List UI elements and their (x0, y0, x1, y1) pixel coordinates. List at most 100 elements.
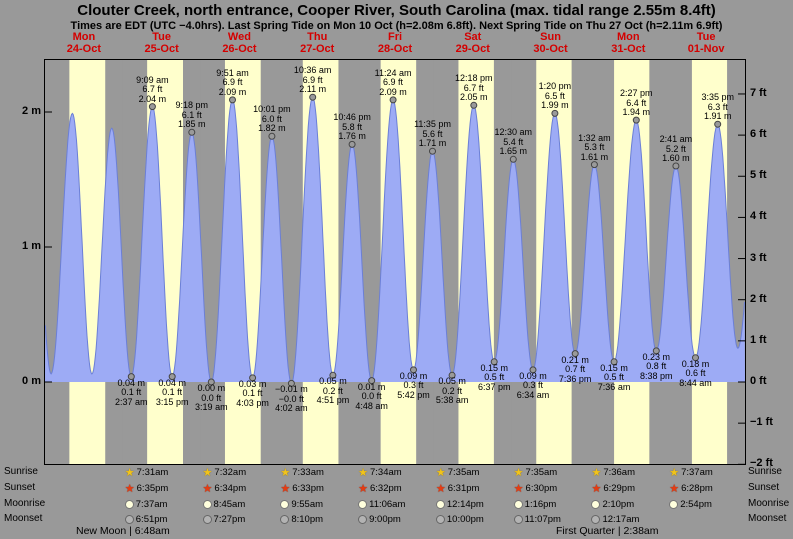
moonset-entry: 7:27pm (202, 514, 245, 525)
low-tide-label: 0.09 m 0.3 ft 5:42 pm (397, 370, 430, 400)
y-axis-label-right: 2 ft (750, 292, 767, 305)
sunrise-icon: ★ (435, 466, 446, 479)
low-tide-label: 0.00 m 0.0 ft 3:19 am (195, 383, 228, 412)
sunrise-entry: ★ 7:31am (124, 466, 169, 479)
tide-extreme-labels: 0.04 m 0.1 ft 2:37 am 9:09 am 6.7 ft 2.04 m 0.… (45, 60, 745, 464)
day-label: Thu 27-Oct (300, 31, 335, 55)
moonrise-icon (202, 500, 212, 509)
low-tide-label: 0.21 m 0.7 ft 7:36 pm (558, 354, 592, 384)
astro-row-label-left: Sunrise (4, 466, 38, 477)
moonset-entry: 12:17am (591, 514, 639, 525)
moonrise-entry: 8:45am (202, 499, 245, 510)
moonrise-icon (591, 500, 601, 509)
moonrise-entry: 12:14pm (435, 499, 484, 510)
moonset-icon (358, 515, 368, 524)
low-tide-label: 0.15 m 0.5 ft 7:36 am (597, 362, 631, 392)
astro-row-label-left: Sunset (4, 482, 36, 493)
sunset-entry: ★ 6:34pm (202, 482, 247, 495)
sunrise-entry: ★ 7:34am (358, 466, 402, 479)
day-label: Sun 30-Oct (533, 31, 568, 55)
high-tide-label: 12:30 am 5.4 ft 1.65 m (494, 127, 533, 157)
moonset-icon (202, 515, 212, 524)
moon-phase-event: First Quarter | 2:38am (556, 525, 659, 537)
y-axis-label-right: 6 ft (750, 128, 767, 141)
day-label: Sat 29-Oct (455, 31, 490, 55)
sunset-icon: ★ (280, 482, 291, 495)
sunrise-icon: ★ (124, 466, 135, 479)
high-tide-label: 10:36 am 6.9 ft 2.11 m (293, 65, 332, 95)
sunset-icon: ★ (591, 482, 602, 495)
astro-row-label-right: Sunrise (748, 466, 782, 477)
high-tide-label: 2:41 am 5.2 ft 1.60 m (659, 134, 693, 163)
y-axis-label-left: 0 m (22, 375, 41, 387)
moonset-icon (591, 515, 601, 524)
astro-row-label-right: Moonrise (748, 498, 790, 509)
moonset-icon (435, 515, 445, 524)
moonrise-icon (124, 500, 134, 509)
high-tide-label: 9:09 am 6.7 ft 2.04 m (136, 74, 169, 104)
low-tide-label: −0.01 m −0.0 ft 4:02 am (275, 384, 308, 414)
sunrise-icon: ★ (669, 466, 680, 479)
sunset-icon: ★ (124, 482, 135, 495)
sunrise-entry: ★ 7:35am (435, 466, 480, 479)
y-axis-label-right: 1 ft (750, 333, 767, 346)
high-tide-label: 11:24 am 6.9 ft 2.09 m (374, 67, 412, 97)
moonrise-entry: 2:54pm (669, 499, 712, 510)
low-tide-label: 0.09 m 0.3 ft 6:34 am (516, 370, 550, 400)
day-label: Tue 01-Nov (687, 31, 725, 55)
y-axis-label-left: 2 m (22, 105, 41, 117)
sunset-entry: ★ 6:30pm (513, 482, 558, 495)
sunrise-icon: ★ (202, 466, 213, 479)
low-tide-label: 0.04 m 0.1 ft 2:37 am (115, 377, 148, 407)
moonrise-entry: 2:10pm (591, 499, 634, 510)
moonset-icon (124, 515, 134, 524)
sunrise-entry: ★ 7:33am (280, 466, 324, 479)
sunrise-icon: ★ (591, 466, 602, 479)
low-tide-label: 0.05 m 0.2 ft 4:51 pm (316, 376, 350, 406)
high-tide-label: 3:35 pm 6.3 ft 1.91 m (701, 92, 734, 122)
sunset-entry: ★ 6:35pm (124, 482, 169, 495)
sunset-entry: ★ 6:33pm (280, 482, 324, 495)
high-tide-label: 1:32 am 5.3 ft 1.61 m (578, 132, 611, 162)
low-tide-label: 0.03 m 0.1 ft 4:03 pm (236, 378, 269, 408)
y-axis-label-right: 3 ft (750, 251, 767, 264)
y-axis-label-right: −2 ft (750, 457, 773, 470)
moonrise-icon (669, 500, 679, 509)
moonrise-entry: 1:16pm (513, 499, 556, 510)
sunset-icon: ★ (513, 482, 524, 495)
moonset-entry: 11:07pm (513, 514, 561, 525)
high-tide-label: 2:27 pm 6.4 ft 1.94 m (620, 88, 653, 118)
high-tide-label: 10:01 pm 6.0 ft 1.82 m (253, 104, 291, 134)
low-tide-label: 0.05 m 0.2 ft 5:38 am (435, 376, 469, 406)
chart-subtitle: Times are EDT (UTC −4.0hrs). Last Spring… (70, 20, 723, 32)
moonrise-entry: 9:55am (280, 499, 323, 510)
moonset-entry: 10:00pm (435, 514, 484, 525)
moonset-entry: 9:00pm (358, 514, 401, 525)
sunrise-icon: ★ (280, 466, 291, 479)
sunrise-icon: ★ (358, 466, 368, 479)
moonrise-icon (435, 500, 445, 509)
low-tide-label: 0.01 m 0.0 ft 4:48 am (355, 381, 388, 411)
high-tide-label: 1:20 pm 6.5 ft 1.99 m (538, 81, 572, 111)
low-tide-label: 0.15 m 0.5 ft 6:37 pm (477, 362, 511, 392)
moonset-icon (280, 515, 290, 524)
sunrise-entry: ★ 7:35am (513, 466, 558, 479)
day-label: Mon 24-Oct (66, 31, 101, 55)
day-label: Wed 26-Oct (222, 31, 257, 55)
low-tide-label: 0.18 m 0.6 ft 8:44 am (679, 358, 712, 388)
low-tide-label: 0.04 m 0.1 ft 3:15 pm (155, 377, 189, 407)
sunset-icon: ★ (202, 482, 213, 495)
sunrise-entry: ★ 7:36am (591, 466, 635, 479)
y-axis-label-right: 5 ft (750, 169, 767, 182)
high-tide-label: 9:51 am 6.9 ft 2.09 m (216, 67, 249, 97)
high-tide-label: 12:18 pm 6.7 ft 2.05 m (454, 73, 493, 103)
sunset-icon: ★ (358, 482, 368, 495)
astro-row-label-left: Moonset (4, 513, 43, 524)
sunset-entry: ★ 6:28pm (669, 482, 713, 495)
moonset-entry: 6:51pm (124, 514, 167, 525)
sunset-entry: ★ 6:29pm (591, 482, 635, 495)
chart-title: Clouter Creek, north entrance, Cooper Ri… (77, 2, 716, 19)
day-label: Fri 28-Oct (377, 31, 413, 55)
high-tide-label: 10:46 pm 5.8 ft 1.76 m (333, 112, 371, 142)
